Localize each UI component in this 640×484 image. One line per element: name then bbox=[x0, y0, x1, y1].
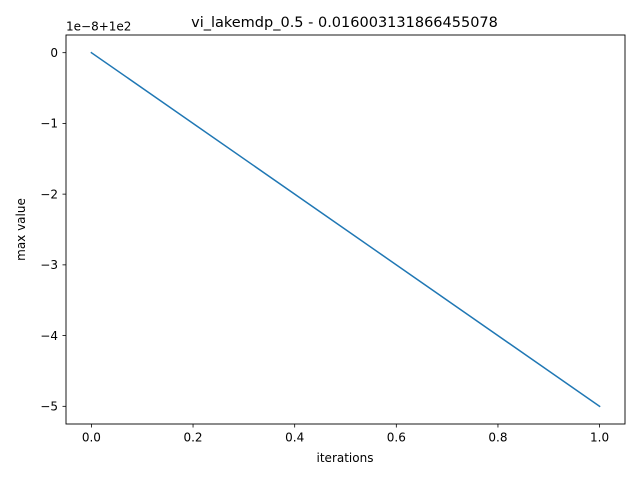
y-tick-label: −1 bbox=[40, 117, 58, 131]
x-tick-label: 0.2 bbox=[183, 431, 202, 445]
x-tick-label: 0.0 bbox=[82, 431, 101, 445]
x-axis-label: iterations bbox=[317, 451, 374, 465]
y-tick-label: −4 bbox=[40, 329, 58, 343]
y-offset-text: 1e−8+1e2 bbox=[66, 20, 131, 34]
series-line-0 bbox=[90, 51, 601, 408]
plot-area bbox=[90, 51, 601, 408]
y-tick-label: −2 bbox=[40, 187, 58, 201]
x-tick-label: 0.8 bbox=[488, 431, 507, 445]
y-axis-label: max value bbox=[14, 198, 28, 261]
x-tick-label: 0.4 bbox=[285, 431, 304, 445]
x-axis: 0.0 0.2 0.4 0.6 0.8 1.0 bbox=[82, 424, 609, 445]
chart-title: vi_lakemdp_0.5 - 0.016003131866455078 bbox=[191, 15, 498, 31]
x-tick-label: 0.6 bbox=[387, 431, 406, 445]
axes-frame bbox=[65, 34, 626, 425]
y-tick-label: −3 bbox=[40, 258, 58, 272]
y-axis: 0 −1 −2 −3 −4 −5 bbox=[40, 46, 66, 414]
y-tick-label: 0 bbox=[50, 46, 58, 60]
x-tick-label: 1.0 bbox=[590, 431, 609, 445]
y-tick-label: −5 bbox=[40, 400, 58, 414]
